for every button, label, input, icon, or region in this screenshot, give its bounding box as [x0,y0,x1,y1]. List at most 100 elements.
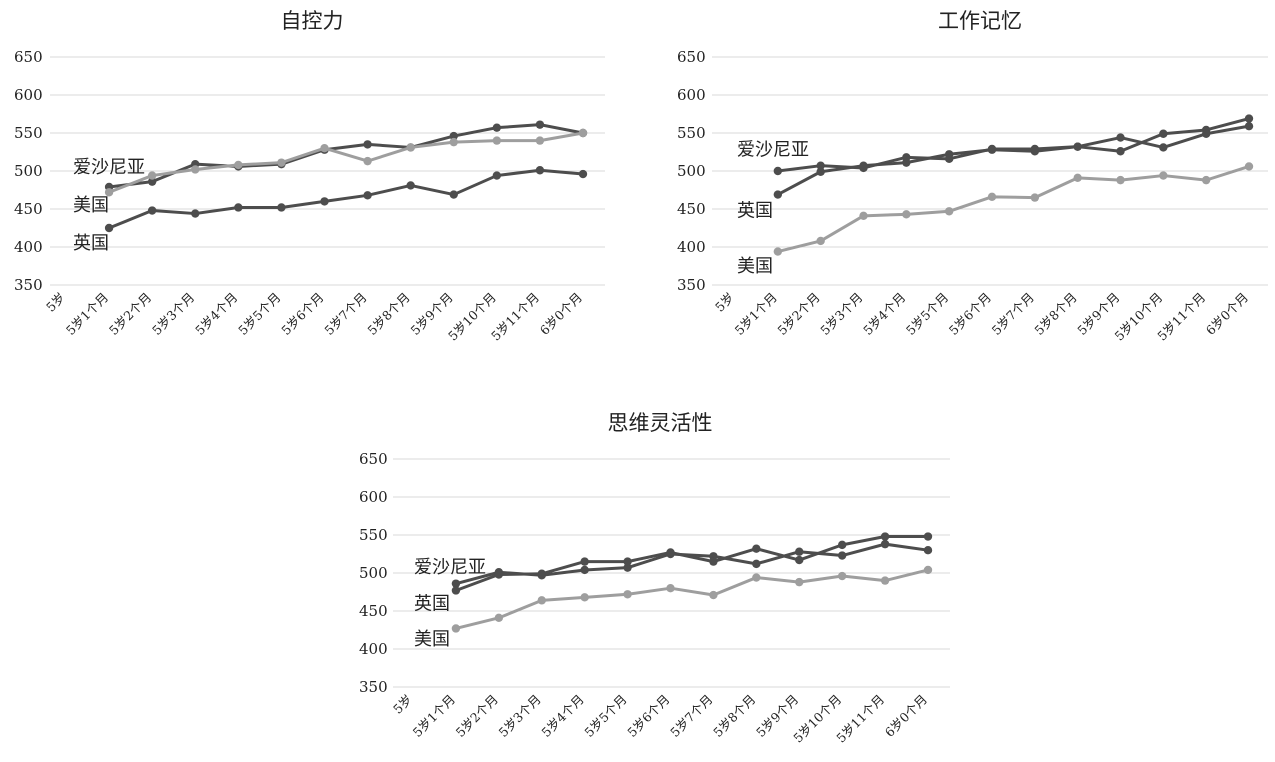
data-point [363,140,372,149]
y-tick-label: 600 [359,488,388,506]
data-point [816,167,825,176]
data-point [1201,175,1211,185]
data-point [1244,162,1254,171]
series-line [777,117,1250,196]
data-point [234,203,243,212]
y-tick-label: 600 [677,86,706,104]
x-tick-label: 5岁5个月 [235,290,283,338]
y-tick-label: 500 [677,162,706,180]
x-tick-label: 5岁2个月 [774,290,822,338]
x-tick-label: 5岁5个月 [581,692,629,740]
data-point [406,181,415,190]
data-point [923,546,933,555]
data-point [494,613,504,623]
data-point [923,565,933,575]
data-point [837,571,847,581]
data-point [1030,144,1040,154]
y-tick-label: 550 [359,526,388,544]
data-point [234,160,243,170]
x-tick-label: 5岁1个月 [732,290,780,338]
data-point [1159,143,1168,152]
y-tick-label: 350 [14,276,43,294]
y-tick-label: 450 [14,200,43,218]
data-point [773,166,783,176]
x-tick-label: 5岁 [390,692,415,717]
x-tick-label: 5岁 [712,290,737,315]
data-point [449,137,458,147]
x-tick-label: 5岁6个月 [624,692,672,740]
data-point [1244,114,1254,123]
data-point [580,593,589,602]
data-point [535,136,545,145]
data-point [859,163,868,173]
chart-panel: 自控力 350 400 450 500 550 600 650 5岁5岁1个月5岁2个月5岁3个… [14,9,605,344]
data-point [580,557,589,566]
y-tick-label: 600 [14,86,43,104]
data-point [277,158,286,167]
series-label: 爱沙尼亚 [414,557,486,578]
x-tick-label: 5岁4个月 [538,692,586,740]
data-point [773,247,783,256]
x-tick-label: 5岁8个月 [710,692,758,740]
data-point [363,156,372,166]
data-point [987,144,997,154]
data-point [880,576,890,585]
data-point [795,547,804,556]
data-point [944,154,954,164]
chart-title: 工作记忆 [938,9,1022,33]
x-tick-label: 5岁8个月 [364,290,412,338]
data-point [537,596,546,605]
y-tick-label: 500 [14,162,43,180]
data-point [666,548,675,557]
y-tick-label: 350 [359,678,388,696]
data-point [623,590,632,599]
data-point [147,177,157,186]
data-point [104,188,114,197]
data-point [837,540,847,550]
series-label: 英国 [73,233,109,254]
x-tick-label: 5岁7个月 [989,290,1037,338]
data-point [923,532,933,541]
series-line [455,535,928,592]
series-line [455,568,929,630]
x-tick-label: 5岁 [43,290,68,315]
x-tick-label: 5岁5个月 [903,290,951,338]
x-tick-label: 5岁7个月 [667,692,715,740]
data-point [752,544,761,553]
data-point [859,211,868,221]
y-tick-label: 550 [677,124,706,142]
data-point [880,532,890,541]
series-label: 爱沙尼亚 [73,157,145,178]
y-tick-label: 400 [677,238,706,256]
chart-title: 思维灵活性 [608,411,713,435]
data-point [752,559,761,569]
data-point [191,165,200,174]
y-tick-label: 500 [359,564,388,582]
data-point [406,143,415,152]
data-point [451,586,461,595]
data-point [902,210,911,219]
data-point [1116,133,1125,142]
series-label: 美国 [73,195,109,216]
data-point [147,171,157,180]
data-point [492,171,502,180]
data-point [709,557,718,566]
data-point [902,153,911,162]
x-tick-label: 6岁0个月 [1203,290,1251,338]
data-point [494,570,504,579]
data-point [578,169,588,179]
data-point [1073,142,1082,151]
chart-panel: 思维灵活性3504004505005506006505岁5岁1个月5岁2个月5岁… [359,411,950,746]
series-label: 美国 [414,629,450,650]
x-tick-label: 5岁6个月 [278,290,326,338]
x-tick-label: 5岁2个月 [106,290,154,338]
data-point [1116,147,1125,156]
y-tick-label: 400 [359,640,388,658]
data-point [277,203,286,212]
data-point [752,573,761,582]
y-tick-label: 550 [14,124,43,142]
data-point [535,120,545,129]
x-tick-label: 5岁4个月 [192,290,240,338]
data-point [987,192,997,202]
x-tick-label: 5岁8个月 [1031,290,1079,338]
